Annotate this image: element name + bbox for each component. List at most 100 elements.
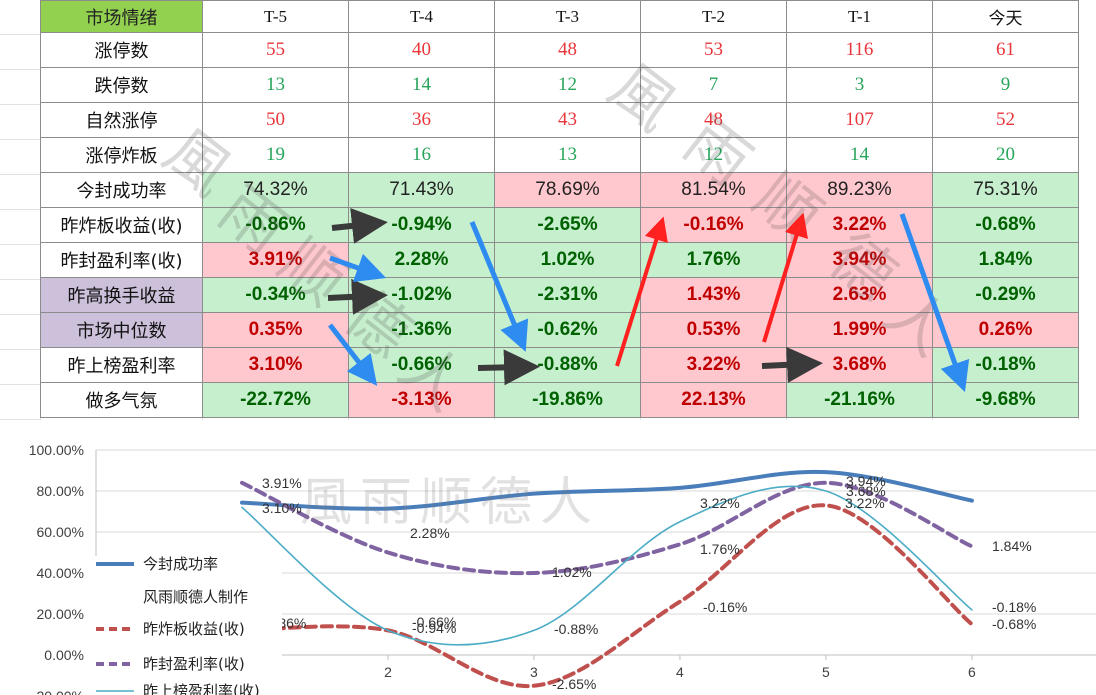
table-row: 昨炸板收益(收) -0.86% -0.94% -2.65% -0.16% 3.22% -0.…: [40, 207, 1079, 243]
table-cell: 3.94%: [786, 242, 933, 278]
sheet-gridline: [1078, 0, 1079, 420]
sheet-gridline: [0, 174, 40, 175]
data-label: 3.68%: [846, 483, 886, 499]
table-cell: 48: [640, 102, 787, 138]
x-tick-label: 6: [968, 664, 976, 680]
table-cell: -0.16%: [640, 207, 787, 243]
table-cell: 1.02%: [494, 242, 641, 278]
table-cell: -1.02%: [348, 277, 495, 313]
sheet-gridline: [0, 419, 40, 420]
sheet-gridline: [0, 244, 40, 245]
spreadsheet-area: 市场情绪 T-5 T-4 T-3 T-2 T-1 今天 涨停数 55 40 48 53 116 61 跌停数…: [0, 0, 1079, 420]
table-cell: -19.86%: [494, 382, 641, 418]
data-label: -0.88%: [554, 621, 598, 637]
y-tick-label: 80.00%: [37, 483, 84, 499]
table-cell: 55: [202, 32, 349, 68]
table-cell: 74.32%: [202, 172, 349, 208]
table-cell: 61: [932, 32, 1079, 68]
table-cell: 75.31%: [932, 172, 1079, 208]
table-cell: -21.16%: [786, 382, 933, 418]
table-row: 跌停数 13 14 12 7 3 9: [40, 67, 1079, 103]
table-cell: 14: [786, 137, 933, 173]
table-cell: -0.34%: [202, 277, 349, 313]
sheet-gridline: [0, 69, 40, 70]
table-cell: 48: [494, 32, 641, 68]
table-cell: -9.68%: [932, 382, 1079, 418]
table-cell: 1.84%: [932, 242, 1079, 278]
table-cell: -3.13%: [348, 382, 495, 418]
table-row: 昨高换手收益 -0.34% -1.02% -2.31% 1.43% 2.63% -0.29%: [40, 277, 1079, 313]
header-day: T-5: [202, 0, 349, 33]
table-cell: 2.63%: [786, 277, 933, 313]
table-cell: 78.69%: [494, 172, 641, 208]
table-cell: -0.29%: [932, 277, 1079, 313]
sheet-gridline: [0, 34, 40, 35]
y-tick-label: 0.00%: [44, 647, 84, 663]
table-cell: 107: [786, 102, 933, 138]
table-cell: 14: [348, 67, 495, 103]
sheet-gridline: [0, 349, 40, 350]
table-cell: 3.68%: [786, 347, 933, 383]
table-cell: 3.22%: [640, 347, 787, 383]
table-row: 今封成功率 74.32% 71.43% 78.69% 81.54% 89.23% 75.31…: [40, 172, 1079, 208]
sheet-gridline: [0, 314, 40, 315]
table-cell: -0.86%: [202, 207, 349, 243]
table-cell: 0.53%: [640, 312, 787, 348]
header-label: 市场情绪: [40, 0, 203, 33]
header-day: T-2: [640, 0, 787, 33]
y-tick-label: 20.00%: [37, 606, 84, 622]
table-row: 做多气氛 -22.72% -3.13% -19.86% 22.13% -21.16% -9.…: [40, 382, 1079, 418]
table-cell: 53: [640, 32, 787, 68]
row-label: 做多气氛: [40, 382, 203, 418]
sheet-gridline: [0, 384, 40, 385]
line-chart: 100.00% 80.00% 60.00% 40.00% 20.00% 0.00% -20.…: [29, 442, 1096, 695]
row-label: 昨高换手收益: [40, 277, 203, 313]
table-cell: 9: [932, 67, 1079, 103]
x-tick-label: 4: [676, 664, 684, 680]
data-label: 1.84%: [992, 538, 1032, 554]
table-cell: 1.43%: [640, 277, 787, 313]
data-label: -0.68%: [992, 616, 1036, 632]
table-cell: -0.94%: [348, 207, 495, 243]
table-cell: 1.76%: [640, 242, 787, 278]
row-label: 涨停数: [40, 32, 203, 68]
table-cell: 7: [640, 67, 787, 103]
sheet-gridline: [0, 209, 40, 210]
legend-entry: 今封成功率: [143, 555, 218, 573]
chart-watermark: 風雨顺德人: [300, 473, 600, 533]
table-cell: 81.54%: [640, 172, 787, 208]
data-label: 1.02%: [552, 564, 592, 580]
table-row: 昨封盈利率(收) 3.91% 2.28% 1.02% 1.76% 3.94% 1.84%: [40, 242, 1079, 278]
series-line: [239, 503, 974, 688]
row-label: 市场中位数: [40, 312, 203, 348]
row-label: 昨炸板收益(收): [40, 207, 203, 243]
table-cell: -2.65%: [494, 207, 641, 243]
table-cell: 13: [494, 137, 641, 173]
row-label: 昨封盈利率(收): [40, 242, 203, 278]
table-cell: -0.18%: [932, 347, 1079, 383]
table-cell: 3.10%: [202, 347, 349, 383]
table-cell: 43: [494, 102, 641, 138]
y-tick-label: -20.00%: [32, 688, 84, 695]
table-row: 昨上榜盈利率 3.10% -0.66% -0.88% 3.22% 3.68% -0.18%: [40, 347, 1079, 383]
table-cell: -0.68%: [932, 207, 1079, 243]
table-cell: 12: [640, 137, 787, 173]
table-cell: 40: [348, 32, 495, 68]
data-label: 1.76%: [700, 541, 740, 557]
table-cell: 0.35%: [202, 312, 349, 348]
market-sentiment-table: 市场情绪 T-5 T-4 T-3 T-2 T-1 今天 涨停数 55 40 48 53 116 61 跌停数…: [40, 0, 1079, 418]
table-cell: 50: [202, 102, 349, 138]
table-cell: 19: [202, 137, 349, 173]
table-cell: 3.22%: [786, 207, 933, 243]
legend-entry: 昨封盈利率(收): [143, 655, 245, 673]
table-cell: 116: [786, 32, 933, 68]
x-tick-label: 3: [530, 664, 538, 680]
row-label: 跌停数: [40, 67, 203, 103]
header-day: T-4: [348, 0, 495, 33]
data-label: -0.94%: [412, 620, 456, 636]
x-tick-label: 5: [822, 664, 830, 680]
table-cell: 89.23%: [786, 172, 933, 208]
table-header-row: 市场情绪 T-5 T-4 T-3 T-2 T-1 今天: [40, 0, 1079, 33]
table-row: 市场中位数 0.35% -1.36% -0.62% 0.53% 1.99% 0.26%: [40, 312, 1079, 348]
data-label: 3.22%: [845, 495, 885, 511]
